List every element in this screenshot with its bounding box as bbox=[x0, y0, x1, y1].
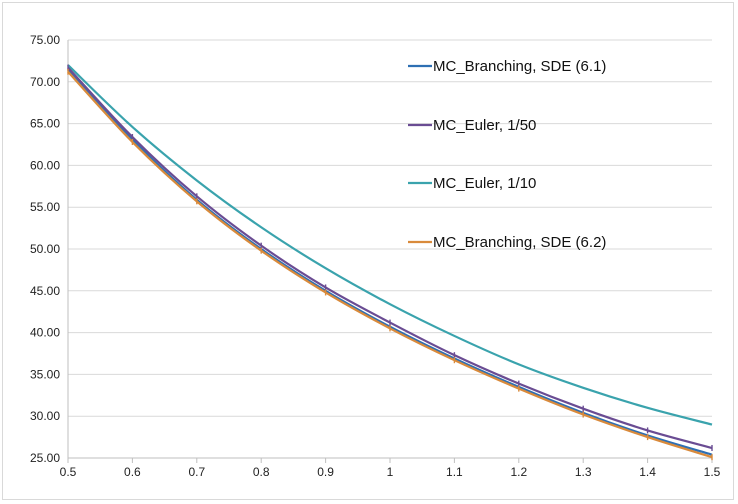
y-tick-label: 30.00 bbox=[30, 409, 60, 423]
x-tick-label: 1.3 bbox=[575, 465, 592, 479]
x-tick-label: 0.6 bbox=[124, 465, 141, 479]
x-tick-label: 1.4 bbox=[639, 465, 656, 479]
legend-label: MC_Branching, SDE (6.2) bbox=[433, 234, 606, 251]
x-tick-label: 1 bbox=[387, 465, 394, 479]
y-tick-label: 35.00 bbox=[30, 367, 60, 381]
x-tick-label: 0.9 bbox=[317, 465, 334, 479]
gridlines bbox=[68, 39, 712, 417]
y-tick-label: 40.00 bbox=[30, 326, 60, 340]
series-line-mc-branching-sde-6-2 bbox=[67, 71, 713, 459]
x-tick-label: 0.8 bbox=[253, 465, 270, 479]
y-axis-tick-labels: 25.00 30.00 35.00 40.00 45.00 50.00 55.00 60.00… bbox=[30, 33, 60, 465]
legend-entry: MC_Branching, SDE (6.2) bbox=[408, 234, 606, 251]
y-tick-label: 60.00 bbox=[30, 158, 60, 172]
series-line-mc-branching-sde-6-1 bbox=[67, 68, 713, 456]
x-tick-label: 1.5 bbox=[704, 465, 721, 479]
y-tick-label: 65.00 bbox=[30, 117, 60, 131]
y-tick-label: 50.00 bbox=[30, 242, 60, 256]
axes bbox=[67, 40, 713, 463]
series-line-mc-euler-1-50 bbox=[67, 66, 713, 450]
x-tick-label: 1.1 bbox=[446, 465, 463, 479]
legend-entry: MC_Branching, SDE (6.1) bbox=[408, 58, 606, 75]
legend-label: MC_Branching, SDE (6.1) bbox=[433, 58, 606, 75]
y-tick-label: 45.00 bbox=[30, 284, 60, 298]
y-tick-label: 70.00 bbox=[30, 75, 60, 89]
series-line-mc-euler-1-10 bbox=[67, 64, 713, 426]
series-group bbox=[67, 64, 713, 461]
y-tick-label: 25.00 bbox=[30, 451, 60, 465]
legend-entry: MC_Euler, 1/50 bbox=[408, 117, 536, 134]
x-tick-label: 1.2 bbox=[510, 465, 527, 479]
x-tick-label: 0.5 bbox=[60, 465, 77, 479]
legend-entry: MC_Euler, 1/10 bbox=[408, 175, 536, 192]
y-tick-label: 55.00 bbox=[30, 200, 60, 214]
legend-label: MC_Euler, 1/10 bbox=[433, 175, 536, 192]
legend: MC_Branching, SDE (6.1) MC_Euler, 1/50 MC_… bbox=[408, 58, 606, 251]
legend-label: MC_Euler, 1/50 bbox=[433, 117, 536, 134]
y-tick-label: 75.00 bbox=[30, 33, 60, 47]
x-tick-label: 0.7 bbox=[188, 465, 205, 479]
x-axis-tick-labels: 0.5 0.6 0.7 0.8 0.9 1 1.1 1.2 1.3 1.4 1.5 bbox=[60, 465, 721, 479]
